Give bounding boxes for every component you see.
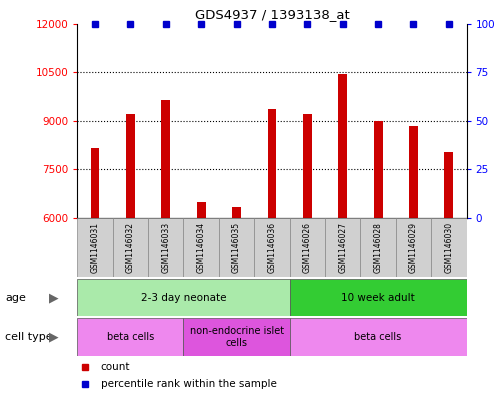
Bar [445, 152, 453, 218]
Text: GSM1146026: GSM1146026 [303, 222, 312, 273]
Text: GSM1146027: GSM1146027 [338, 222, 347, 273]
Text: age: age [5, 293, 26, 303]
Bar [409, 126, 418, 218]
Bar [161, 100, 170, 218]
Bar [360, 218, 396, 277]
Text: GSM1146032: GSM1146032 [126, 222, 135, 273]
Bar [254, 218, 289, 277]
Bar [77, 279, 289, 316]
Bar [325, 218, 360, 277]
Bar [113, 218, 148, 277]
Text: ▶: ▶ [49, 331, 59, 343]
Bar [232, 207, 241, 218]
Text: 10 week adult: 10 week adult [341, 293, 415, 303]
Text: GSM1146036: GSM1146036 [267, 222, 276, 273]
Bar [396, 218, 431, 277]
Text: ▶: ▶ [49, 291, 59, 304]
Bar [374, 121, 383, 218]
Bar [184, 218, 219, 277]
Text: percentile rank within the sample: percentile rank within the sample [101, 379, 276, 389]
Bar [148, 218, 184, 277]
Text: GSM1146028: GSM1146028 [374, 222, 383, 273]
Bar [77, 318, 184, 356]
Bar [197, 202, 206, 218]
Bar [126, 114, 135, 218]
Text: GSM1146034: GSM1146034 [197, 222, 206, 273]
Bar [289, 279, 467, 316]
Bar [303, 114, 312, 218]
Text: 2-3 day neonate: 2-3 day neonate [141, 293, 226, 303]
Text: cell type: cell type [5, 332, 52, 342]
Text: beta cells: beta cells [107, 332, 154, 342]
Bar [431, 218, 467, 277]
Bar [91, 149, 99, 218]
Bar [219, 218, 254, 277]
Text: beta cells: beta cells [354, 332, 402, 342]
Bar [77, 218, 113, 277]
Bar [289, 318, 467, 356]
Text: GSM1146033: GSM1146033 [161, 222, 170, 273]
Text: count: count [101, 362, 130, 372]
Bar [289, 218, 325, 277]
Title: GDS4937 / 1393138_at: GDS4937 / 1393138_at [195, 8, 349, 21]
Text: GSM1146035: GSM1146035 [232, 222, 241, 273]
Bar [267, 110, 276, 218]
Bar [338, 74, 347, 218]
Text: GSM1146031: GSM1146031 [90, 222, 99, 273]
Text: GSM1146030: GSM1146030 [445, 222, 454, 273]
Text: GSM1146029: GSM1146029 [409, 222, 418, 273]
Bar [184, 318, 289, 356]
Text: non-endocrine islet
cells: non-endocrine islet cells [190, 326, 283, 348]
